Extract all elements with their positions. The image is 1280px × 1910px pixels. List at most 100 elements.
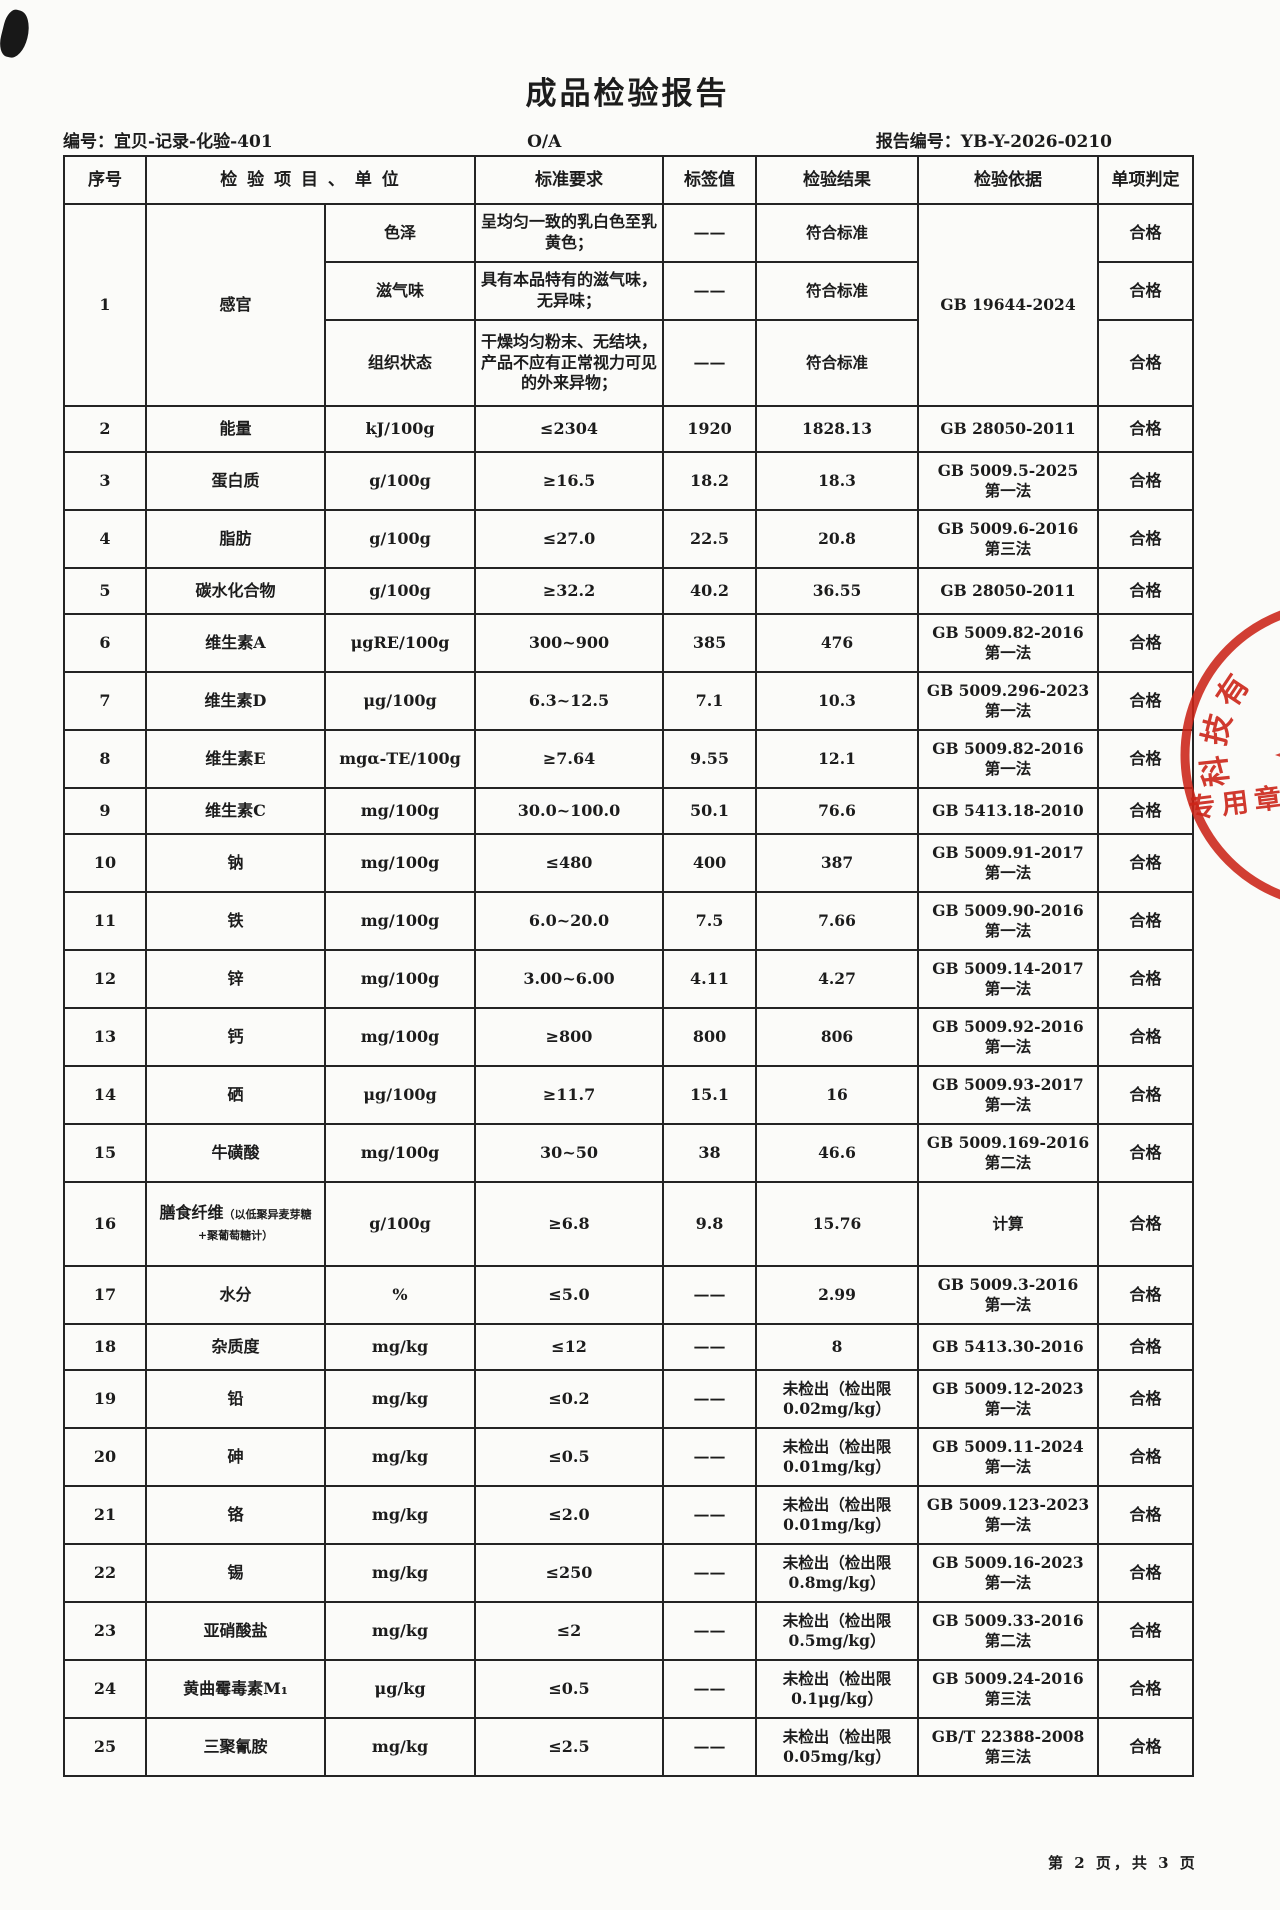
- cell-standard: 6.3~12.5: [474, 671, 665, 731]
- cell-label: 40.2: [662, 567, 758, 615]
- result-line1: 4.27: [818, 968, 856, 988]
- cell-unit: μg/100g: [323, 1065, 477, 1125]
- cell-standard: ≤27.0: [474, 509, 665, 569]
- cell-result: 10.3: [755, 671, 920, 731]
- table-row: 17 水分% ≤5.0 —— 2.99 GB 5009.3-2016 第一法 合格: [63, 1265, 1195, 1325]
- cell-standard: ≥7.64: [474, 729, 665, 789]
- cell-subitem: 滋气味: [323, 261, 477, 321]
- cell-result: 8: [755, 1323, 920, 1371]
- cell-judge: 合格: [1097, 1265, 1195, 1325]
- basis-line1: GB 5009.90-2016: [932, 900, 1084, 920]
- cell-seq: 19: [63, 1369, 147, 1429]
- cell-judge: 合格: [1097, 1427, 1195, 1487]
- meta-line: 编号：宜贝-记录-化验-401 O/A 报告编号：YB-Y-2026-0210: [63, 127, 1192, 152]
- cell-seq: 22: [63, 1543, 147, 1603]
- cell-judge: 合格: [1097, 203, 1195, 263]
- cell-item: 黄曲霉毒素M₁: [145, 1659, 326, 1719]
- cell-seq: 7: [63, 671, 147, 731]
- cell-item: 硒: [145, 1065, 326, 1125]
- cell-judge: 合格: [1097, 1717, 1195, 1777]
- cell-judge: 合格: [1097, 1659, 1195, 1719]
- cell-unit: mg/kg: [323, 1717, 477, 1777]
- cell-standard: ≤0.2: [474, 1369, 665, 1429]
- table-row: 3 蛋白质 g/100g ≥16.5 18.2 18.3 GB 5009.5-2025 第一法…: [63, 451, 1195, 511]
- cell-label: ——: [662, 1543, 758, 1603]
- cell-seq: 25: [63, 1717, 147, 1777]
- result-line1: 2.99: [818, 1284, 856, 1304]
- table-row: 25 三聚氰胺 mg/kg ≤2.5 —— 未检出（检出限 0.05mg/kg） GB/T 2…: [63, 1717, 1195, 1777]
- cell-label: ——: [662, 1485, 758, 1545]
- cell-standard: ≤0.5: [474, 1659, 665, 1719]
- result-line1: 1828.13: [801, 418, 873, 438]
- cell-seq: 6: [63, 613, 147, 673]
- basis-line1: GB 5009.82-2016: [932, 738, 1084, 758]
- item-name: 铅: [227, 1388, 244, 1408]
- result-line1: 未检出（检出限: [782, 1726, 892, 1746]
- cell-judge: 合格: [1097, 319, 1195, 407]
- cell-result: 20.8: [755, 509, 920, 569]
- cell-judge: 合格: [1097, 1485, 1195, 1545]
- cell-standard: ≥800: [474, 1007, 665, 1067]
- col-basis: 检验依据: [917, 155, 1100, 205]
- revision-code: O/A: [527, 132, 562, 152]
- basis-line1: GB 5009.11-2024: [932, 1436, 1084, 1456]
- sensory-rows: 1 感官 色泽 呈均匀一致的乳白色至乳黄色； —— 符合标准 GB 19644-…: [63, 203, 1195, 407]
- cell-label: ——: [662, 1323, 758, 1371]
- cell-basis: GB 5009.91-2017 第一法: [917, 833, 1100, 893]
- cell-item: 维生素E: [145, 729, 326, 789]
- cell-unit: mg/kg: [323, 1369, 477, 1429]
- cell-unit: μg/100g: [323, 671, 477, 731]
- result-line1: 806: [820, 1026, 854, 1046]
- col-label: 标签值: [662, 155, 758, 205]
- cell-judge: 合格: [1097, 613, 1195, 673]
- cell-item: 铁: [145, 891, 326, 951]
- cell-result: 未检出（检出限 0.8mg/kg）: [755, 1543, 920, 1603]
- cell-subitem: 组织状态: [323, 319, 477, 407]
- cell-unit: g/100g: [323, 1181, 477, 1267]
- cell-basis: GB 28050-2011: [917, 567, 1100, 615]
- cell-seq: 21: [63, 1485, 147, 1545]
- cell-unit: mg/100g: [323, 1123, 477, 1183]
- cell-label: 385: [662, 613, 758, 673]
- cell-subitem: 色泽: [323, 203, 477, 263]
- cell-label: 9.8: [662, 1181, 758, 1267]
- cell-judge: 合格: [1097, 261, 1195, 321]
- item-name: 杂质度: [211, 1336, 260, 1356]
- result-line2: 0.05mg/kg）: [783, 1747, 891, 1766]
- cell-standard: 300~900: [474, 613, 665, 673]
- cell-standard: ≤2.5: [474, 1717, 665, 1777]
- cell-basis: GB 5009.16-2023 第一法: [917, 1543, 1100, 1603]
- cell-result: 476: [755, 613, 920, 673]
- basis-line2: 第一法: [984, 643, 1032, 662]
- cell-result: 18.3: [755, 451, 920, 511]
- cell-judge: 合格: [1097, 1123, 1195, 1183]
- cell-item: 脂肪: [145, 509, 326, 569]
- cell-standard: ≤5.0: [474, 1265, 665, 1325]
- result-line2: 0.01mg/kg）: [783, 1515, 891, 1534]
- cell-result: 未检出（检出限 0.05mg/kg）: [755, 1717, 920, 1777]
- cell-label: ——: [662, 1369, 758, 1429]
- item-name: 钠: [227, 852, 244, 872]
- result-line2: 0.01mg/kg）: [783, 1457, 891, 1476]
- cell-label: 50.1: [662, 787, 758, 835]
- result-line2: 0.5mg/kg）: [788, 1631, 886, 1650]
- cell-label: ——: [662, 1659, 758, 1719]
- basis-line2: 第三法: [984, 1689, 1032, 1708]
- basis-line1: GB/T 22388-2008: [931, 1726, 1085, 1746]
- cell-unit: mg/kg: [323, 1427, 477, 1487]
- cell-seq: 5: [63, 567, 147, 615]
- cell-seq: 20: [63, 1427, 147, 1487]
- stamp-star: [1275, 753, 1280, 757]
- basis-line1: GB 5009.14-2017: [932, 958, 1084, 978]
- table-row: 4 脂肪 g/100g ≤27.0 22.5 20.8 GB 5009.6-2016 第三法合…: [63, 509, 1195, 569]
- item-note: （以低聚异麦芽糖+聚葡萄糖计）: [197, 1208, 312, 1242]
- cell-judge: 合格: [1097, 729, 1195, 789]
- cell-result: 符合标准: [755, 261, 920, 321]
- result-line1: 未检出（检出限: [782, 1378, 892, 1398]
- basis-line2: 第一法: [984, 1573, 1032, 1592]
- item-name: 铁: [227, 910, 244, 930]
- table-row: 7 维生素D μg/100g 6.3~12.5 7.1 10.3 GB 5009.296-2…: [63, 671, 1195, 731]
- table-row-sensory-color: 1 感官 色泽 呈均匀一致的乳白色至乳黄色； —— 符合标准 GB 19644-…: [63, 203, 1195, 407]
- table-row: 11 铁 mg/100g 6.0~20.0 7.5 7.66 GB 5009.90-2016…: [63, 891, 1195, 951]
- item-name: 砷: [227, 1446, 244, 1466]
